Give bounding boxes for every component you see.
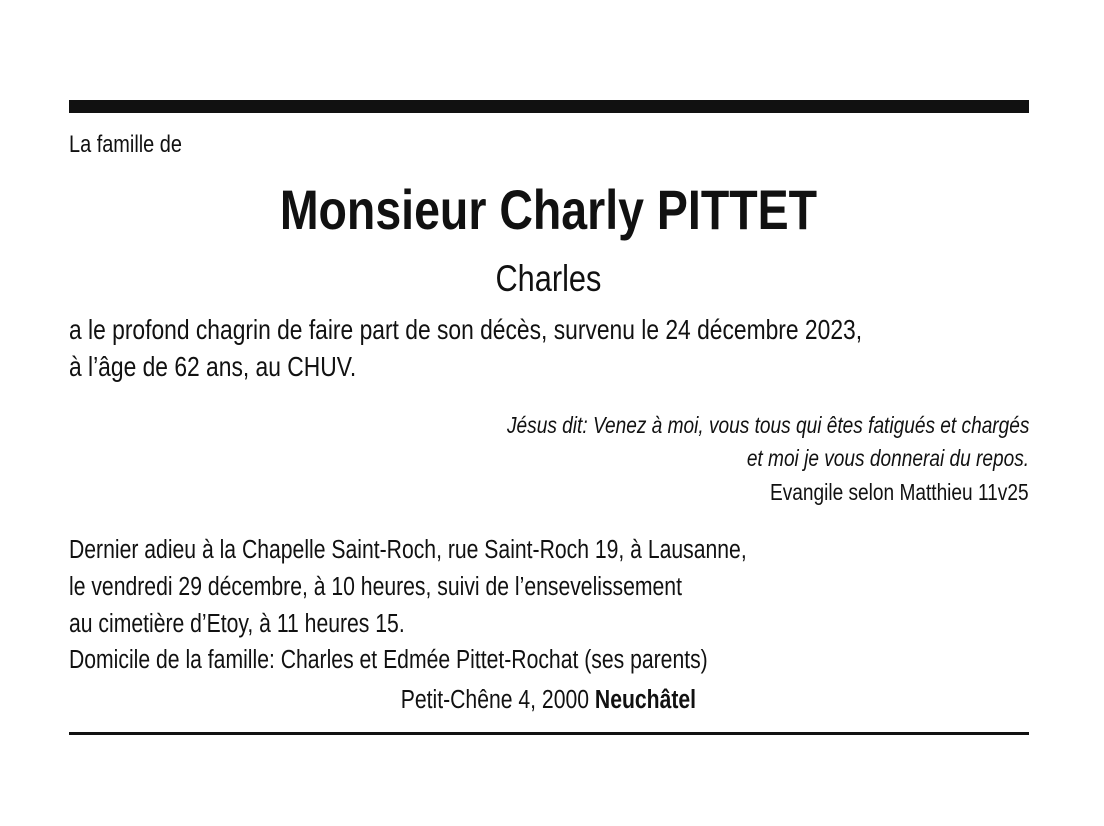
ceremony-line: le vendredi 29 décembre, à 10 heures, su… — [69, 573, 682, 601]
deceased-name: Monsieur Charly PITTET — [279, 178, 817, 241]
quote-source: Evangile selon Matthieu 11v25 — [770, 479, 1029, 505]
announcement-line: à l’âge de 62 ans, au CHUV. — [69, 351, 357, 382]
address-city: Neuchâtel — [594, 686, 697, 714]
bottom-rule — [69, 732, 1029, 735]
family-address: Petit-Chêne 4, 2000 Neuchâtel — [93, 686, 1004, 714]
deceased-alias: Charles — [495, 258, 602, 299]
quote-line: Jésus dit: Venez à moi, vous tous qui êt… — [506, 412, 1029, 438]
announcement-line: a le profond chagrin de faire part de so… — [69, 314, 863, 345]
quote-line: et moi je vous donnerai du repos. — [746, 445, 1029, 471]
ceremony-line: au cimetière d’Etoy, à 11 heures 15. — [69, 610, 405, 638]
ceremony-line: Dernier adieu à la Chapelle Saint-Roch, … — [69, 536, 747, 564]
address-street: Petit-Chêne 4, 2000 — [400, 686, 595, 714]
family-domicile: Domicile de la famille: Charles et Edmée… — [69, 646, 708, 674]
intro-text: La famille de — [69, 131, 182, 158]
top-rule — [69, 100, 1029, 113]
